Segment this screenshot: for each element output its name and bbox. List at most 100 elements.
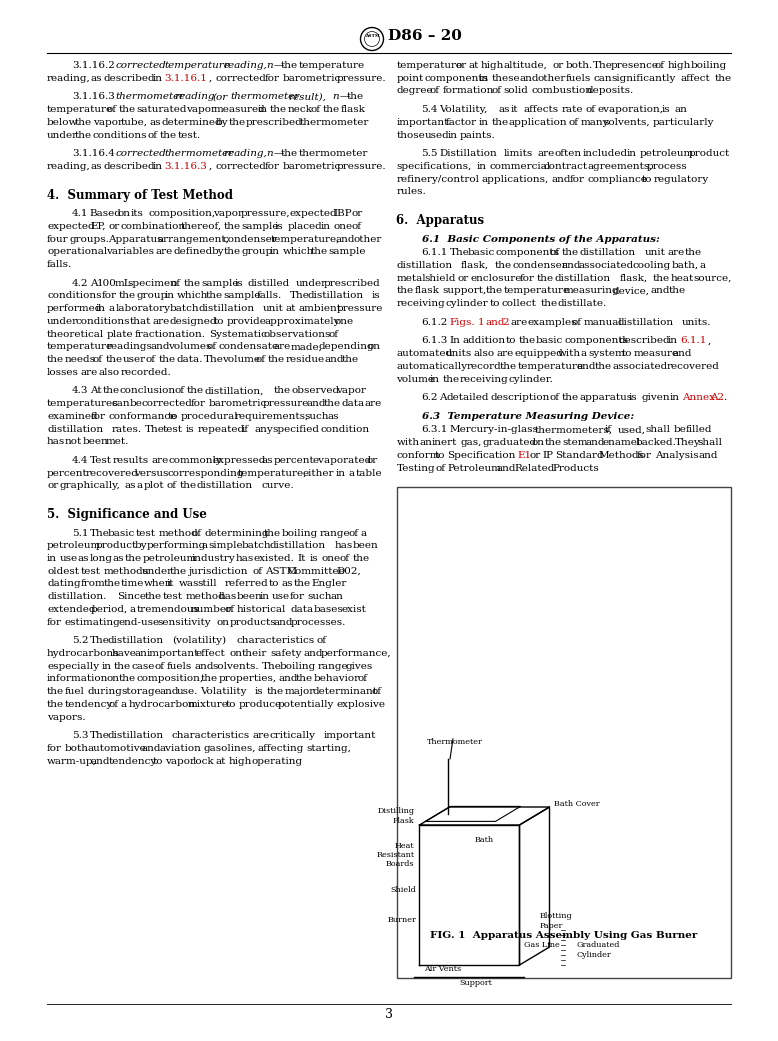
- Text: corrected: corrected: [216, 162, 267, 171]
- Text: fuels: fuels: [566, 74, 591, 82]
- Text: characteristics: characteristics: [172, 731, 250, 740]
- Text: fuels: fuels: [166, 662, 192, 670]
- Text: device,: device,: [612, 286, 649, 296]
- Text: effect: effect: [196, 649, 226, 658]
- Text: the: the: [562, 248, 580, 257]
- Text: Apparatus: Apparatus: [108, 234, 163, 244]
- Text: Testing: Testing: [397, 463, 435, 473]
- Text: made,: made,: [291, 342, 323, 351]
- Text: The: The: [205, 355, 224, 364]
- Text: Burner: Burner: [387, 916, 416, 924]
- Text: at: at: [216, 757, 226, 765]
- Text: for: for: [101, 291, 116, 301]
- Text: It: It: [297, 554, 306, 563]
- Text: temperature: temperature: [47, 105, 113, 115]
- Text: starting,: starting,: [307, 744, 351, 753]
- Text: significantly: significantly: [611, 74, 675, 82]
- Text: it: it: [166, 580, 174, 588]
- Text: (or: (or: [212, 93, 228, 101]
- Text: in: in: [447, 130, 457, 139]
- Text: conclusion: conclusion: [120, 386, 176, 396]
- Text: altitude,: altitude,: [504, 61, 548, 70]
- Text: degree: degree: [397, 86, 433, 96]
- Text: in: in: [477, 162, 487, 171]
- Text: corrected: corrected: [116, 149, 166, 158]
- Text: enamel: enamel: [603, 438, 641, 448]
- Text: the: the: [228, 118, 245, 127]
- Text: exist: exist: [342, 605, 366, 614]
- Text: affecting: affecting: [258, 744, 303, 753]
- Text: of: of: [224, 605, 234, 614]
- Text: are: are: [152, 316, 170, 326]
- Text: aviation: aviation: [159, 744, 202, 753]
- Text: 4.3: 4.3: [72, 386, 89, 396]
- Text: 5.1: 5.1: [72, 529, 89, 537]
- Text: components: components: [564, 336, 628, 346]
- Text: a: a: [581, 349, 587, 358]
- Text: A2: A2: [710, 393, 724, 402]
- Text: particularly: particularly: [653, 118, 714, 127]
- Text: vapor: vapor: [212, 209, 243, 219]
- Text: under: under: [47, 130, 78, 139]
- Text: as: as: [261, 456, 273, 465]
- Text: paints.: paints.: [460, 130, 496, 139]
- Text: used,: used,: [617, 426, 645, 434]
- Text: 6.2: 6.2: [422, 393, 438, 402]
- Text: and: and: [159, 687, 179, 696]
- Text: test: test: [163, 425, 183, 433]
- Text: of: of: [93, 355, 103, 364]
- Text: range: range: [318, 662, 349, 670]
- Text: petroleum: petroleum: [47, 541, 101, 551]
- Text: test: test: [135, 529, 156, 537]
- Text: the: the: [119, 105, 136, 115]
- Text: point: point: [397, 74, 424, 82]
- Text: graphically,: graphically,: [59, 481, 121, 490]
- Text: percent: percent: [47, 468, 88, 478]
- Text: the: the: [125, 554, 142, 563]
- Text: jurisdiction: jurisdiction: [187, 566, 247, 576]
- Text: Methods: Methods: [598, 451, 645, 460]
- Text: condition: condition: [321, 425, 370, 433]
- Text: barometric: barometric: [282, 162, 341, 171]
- Text: can: can: [111, 399, 130, 408]
- Text: barometric: barometric: [282, 74, 341, 82]
- Text: The: The: [594, 61, 613, 70]
- Text: gas,: gas,: [460, 438, 482, 448]
- Text: mL: mL: [114, 279, 131, 287]
- Text: 6.3  Temperature Measuring Device:: 6.3 Temperature Measuring Device:: [422, 412, 634, 421]
- Text: the: the: [540, 299, 557, 308]
- Text: hydrocarbons: hydrocarbons: [47, 649, 120, 658]
- Text: 3.1.16.3: 3.1.16.3: [72, 93, 115, 101]
- Text: historical: historical: [237, 605, 286, 614]
- Text: condenser: condenser: [222, 234, 277, 244]
- Text: potentially: potentially: [277, 700, 334, 709]
- Text: important: important: [324, 731, 377, 740]
- Text: reading,: reading,: [47, 162, 91, 171]
- Text: to: to: [489, 299, 499, 308]
- Text: 6.1  Basic Components of the Apparatus:: 6.1 Basic Components of the Apparatus:: [422, 234, 660, 244]
- Text: product: product: [96, 541, 137, 551]
- Text: of: of: [154, 662, 164, 670]
- Text: They: They: [675, 438, 700, 448]
- Text: system: system: [588, 349, 625, 358]
- Text: behavior: behavior: [314, 675, 359, 683]
- Text: vapor: vapor: [93, 118, 123, 127]
- Text: tremendous: tremendous: [137, 605, 199, 614]
- Text: description: description: [490, 393, 549, 402]
- Text: of: of: [192, 529, 202, 537]
- Text: flask,: flask,: [619, 274, 647, 282]
- Text: the: the: [342, 355, 359, 364]
- Text: long: long: [89, 554, 113, 563]
- Text: in: in: [152, 74, 162, 82]
- Text: needs: needs: [65, 355, 96, 364]
- Text: conformance: conformance: [108, 412, 177, 421]
- Text: use.: use.: [177, 687, 198, 696]
- Text: the: the: [102, 386, 119, 396]
- Text: in: in: [669, 393, 679, 402]
- Text: factor: factor: [446, 118, 477, 127]
- Text: in: in: [668, 336, 678, 346]
- Text: graduated: graduated: [483, 438, 537, 448]
- Text: A: A: [440, 393, 447, 402]
- Text: from: from: [80, 580, 105, 588]
- Text: temperature: temperature: [298, 61, 364, 70]
